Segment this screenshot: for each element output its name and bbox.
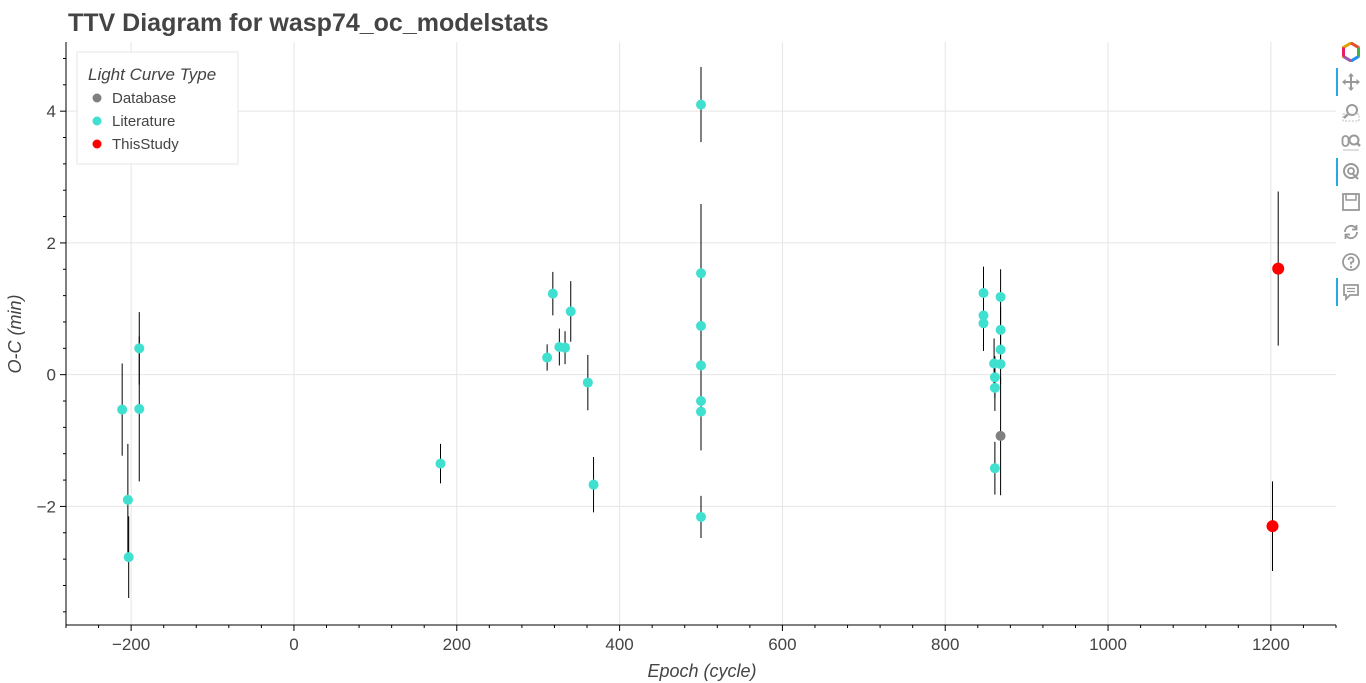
data-point-literature[interactable] — [995, 291, 1006, 302]
bokeh-logo — [1336, 38, 1366, 66]
reset-icon — [1344, 224, 1358, 240]
pan-icon — [1342, 73, 1360, 91]
data-point-literature[interactable] — [978, 287, 989, 298]
data-point-literature[interactable] — [582, 377, 593, 388]
plot-frame — [65, 42, 1336, 626]
box-zoom-tool-button[interactable] — [1336, 98, 1366, 126]
pan-tool-button[interactable] — [1336, 68, 1366, 96]
legend-marker-literature — [92, 116, 102, 126]
data-point-literature[interactable] — [134, 343, 145, 354]
x-tick-label: 800 — [931, 635, 959, 654]
help-icon — [1342, 253, 1360, 271]
chart-title: TTV Diagram for wasp74_oc_modelstats — [68, 9, 549, 37]
data-point-literature[interactable] — [560, 342, 571, 353]
y-axis: −2 0 2 4 — [37, 57, 66, 613]
data-point-thisstudy[interactable] — [1272, 262, 1285, 275]
save-icon — [1342, 193, 1360, 211]
y-tick-label: 4 — [47, 102, 56, 121]
x-tick-label: 1200 — [1252, 635, 1290, 654]
y-axis-label: O-C (min) — [5, 295, 25, 374]
x-axis-label: Epoch (cycle) — [647, 661, 756, 681]
data-points — [117, 99, 1285, 563]
data-point-literature[interactable] — [978, 318, 989, 329]
box-zoom-icon — [1342, 104, 1360, 122]
wheel-zoom-icon — [1341, 134, 1361, 151]
data-point-literature[interactable] — [588, 479, 599, 490]
legend-title: Light Curve Type — [88, 65, 216, 84]
data-point-literature[interactable] — [435, 458, 446, 469]
wheel-zoom-tool-button[interactable] — [1336, 128, 1366, 156]
reset-tool-button[interactable] — [1336, 218, 1366, 246]
data-point-literature[interactable] — [995, 324, 1006, 335]
x-axis: −200 0 200 400 600 800 1000 1200 — [65, 625, 1337, 654]
x-tick-label: 200 — [443, 635, 471, 654]
data-point-literature[interactable] — [995, 359, 1006, 370]
data-point-literature[interactable] — [117, 404, 128, 415]
data-point-literature[interactable] — [696, 511, 706, 522]
save-tool-button[interactable] — [1336, 188, 1366, 216]
data-point-literature[interactable] — [995, 344, 1006, 355]
legend: Light Curve Type Database Literature Thi… — [76, 51, 239, 165]
bokeh-logo-icon — [1342, 42, 1360, 62]
legend-label-database: Database — [112, 90, 176, 107]
data-point-literature[interactable] — [696, 99, 706, 110]
data-point-literature[interactable] — [978, 310, 989, 321]
data-point-literature[interactable] — [989, 463, 1000, 474]
x-tick-label: 0 — [289, 635, 298, 654]
hover-tool-button[interactable] — [1336, 278, 1366, 306]
legend-label-thisstudy: ThisStudy — [112, 136, 179, 153]
legend-label-literature: Literature — [112, 113, 175, 130]
plot-toolbar — [1336, 38, 1366, 318]
data-point-literature[interactable] — [989, 382, 1000, 393]
hover-icon — [1343, 284, 1359, 302]
x-tick-label: 600 — [768, 635, 796, 654]
x-tick-label: −200 — [112, 635, 150, 654]
data-point-literature[interactable] — [696, 406, 706, 417]
data-point-literature[interactable] — [122, 494, 133, 505]
legend-marker-thisstudy — [92, 139, 102, 149]
y-tick-label: 2 — [47, 234, 56, 253]
lasso-tool-button[interactable] — [1336, 158, 1366, 186]
data-point-literature[interactable] — [542, 352, 553, 363]
legend-marker-database — [92, 93, 102, 103]
data-point-literature[interactable] — [696, 360, 706, 371]
legend-box — [76, 51, 239, 165]
data-point-literature[interactable] — [696, 320, 706, 331]
data-point-database[interactable] — [995, 430, 1006, 441]
data-point-literature[interactable] — [989, 372, 1000, 383]
data-point-literature[interactable] — [696, 268, 706, 279]
data-point-literature[interactable] — [696, 396, 706, 407]
help-tool-button[interactable] — [1336, 248, 1366, 276]
data-point-literature[interactable] — [134, 403, 145, 414]
x-tick-label: 1000 — [1089, 635, 1127, 654]
data-point-literature[interactable] — [565, 306, 576, 317]
data-point-literature[interactable] — [123, 552, 134, 563]
data-point-thisstudy[interactable] — [1266, 520, 1279, 533]
x-tick-label: 400 — [605, 635, 633, 654]
data-point-literature[interactable] — [547, 288, 558, 299]
lasso-icon — [1343, 163, 1359, 180]
y-tick-label: 0 — [47, 366, 56, 385]
y-tick-label: −2 — [37, 497, 56, 516]
